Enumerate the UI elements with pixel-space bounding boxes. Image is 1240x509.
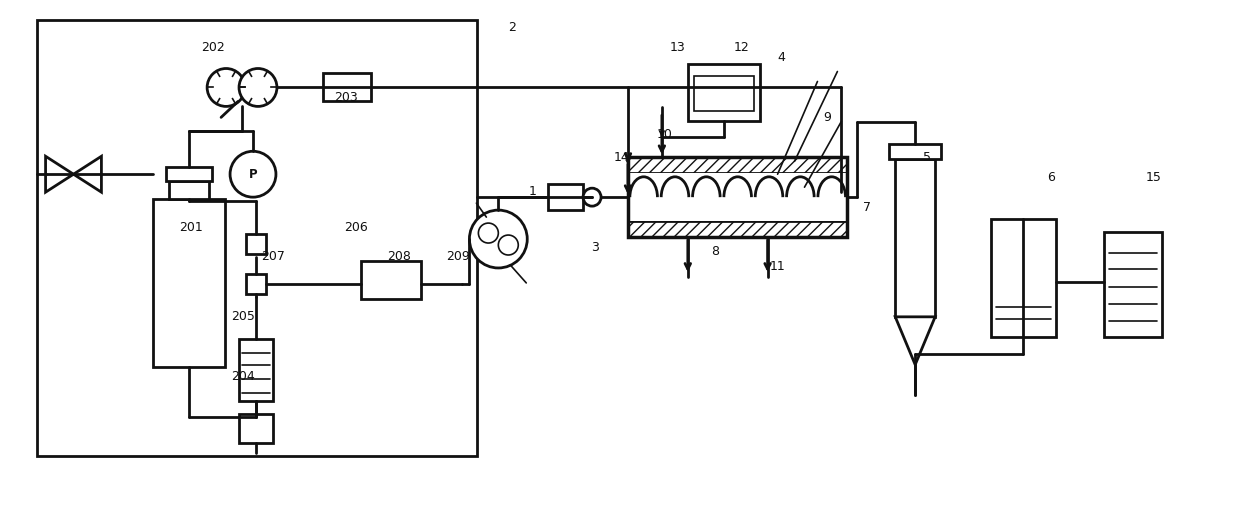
- Bar: [239, 414, 273, 443]
- Circle shape: [207, 69, 246, 106]
- Text: 204: 204: [231, 370, 255, 383]
- Bar: [627, 157, 847, 173]
- Text: 6: 6: [1047, 171, 1055, 184]
- Bar: [361, 261, 420, 299]
- Text: 13: 13: [670, 41, 686, 54]
- Text: 207: 207: [260, 250, 285, 264]
- Text: 208: 208: [387, 250, 410, 264]
- Circle shape: [231, 151, 277, 197]
- Text: 201: 201: [180, 220, 203, 234]
- Polygon shape: [73, 156, 102, 192]
- Bar: [246, 274, 265, 294]
- Text: 209: 209: [446, 250, 470, 264]
- Bar: [239, 339, 273, 401]
- Text: 8: 8: [711, 244, 719, 258]
- Text: 2: 2: [508, 21, 516, 34]
- Text: 206: 206: [343, 220, 367, 234]
- Text: P: P: [249, 168, 258, 181]
- Text: 1: 1: [528, 185, 536, 197]
- Text: 11: 11: [770, 261, 785, 273]
- Bar: [627, 173, 847, 221]
- Circle shape: [239, 69, 277, 106]
- Bar: [322, 73, 371, 101]
- Polygon shape: [46, 156, 73, 192]
- Bar: [688, 64, 760, 121]
- Text: 205: 205: [231, 310, 255, 323]
- Bar: [895, 159, 935, 317]
- Bar: [154, 199, 226, 366]
- Bar: [627, 221, 847, 237]
- Text: 12: 12: [734, 41, 749, 54]
- Text: 5: 5: [923, 151, 931, 164]
- Bar: [37, 20, 477, 457]
- Text: 14: 14: [614, 151, 630, 164]
- Circle shape: [470, 210, 527, 268]
- Text: 9: 9: [823, 111, 831, 124]
- Bar: [991, 219, 1055, 337]
- Circle shape: [479, 223, 498, 243]
- Text: 202: 202: [201, 41, 224, 54]
- Circle shape: [498, 235, 518, 255]
- Bar: [889, 145, 941, 159]
- Bar: [169, 181, 210, 199]
- Text: 203: 203: [334, 91, 357, 104]
- Text: 15: 15: [1146, 171, 1162, 184]
- Text: 10: 10: [657, 128, 673, 141]
- Polygon shape: [895, 317, 935, 364]
- Bar: [246, 234, 265, 254]
- Bar: [627, 157, 847, 237]
- Bar: [1104, 232, 1162, 337]
- Text: 4: 4: [777, 51, 785, 64]
- Text: 3: 3: [591, 241, 599, 253]
- Bar: [694, 76, 754, 111]
- Text: 7: 7: [863, 201, 872, 214]
- Bar: [166, 167, 212, 181]
- Bar: [548, 184, 583, 210]
- Circle shape: [583, 188, 601, 206]
